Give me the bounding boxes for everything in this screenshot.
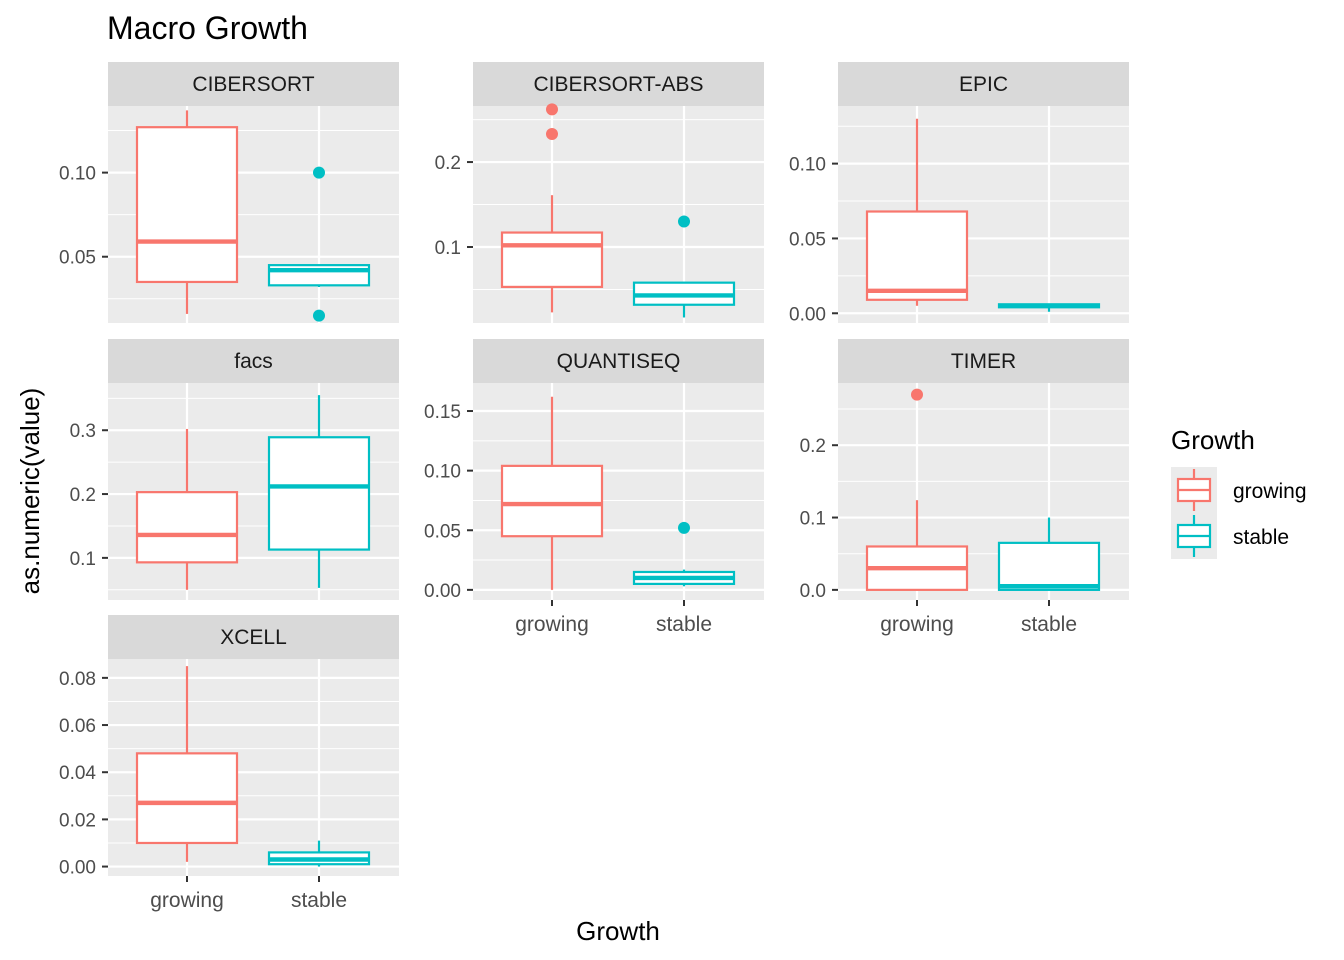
y-tick-label: 0.08 bbox=[59, 669, 96, 690]
facet-strip bbox=[473, 62, 764, 106]
outlier-point bbox=[678, 521, 690, 534]
legend-keys: growing stable bbox=[1171, 467, 1307, 559]
outlier-point bbox=[313, 166, 325, 179]
box-stable bbox=[997, 517, 1101, 591]
facet-xcell: XCELL 0.00 0.02 0.04 0.06 0.08 growing stable bbox=[59, 615, 399, 912]
outlier-point bbox=[546, 128, 558, 141]
facet-cibersort: CIBERSORT 0.05 0.10 bbox=[59, 62, 399, 323]
box-stable bbox=[267, 166, 371, 322]
legend-key-growing: growing bbox=[1171, 467, 1307, 513]
facet-epic: EPIC 0.00 0.05 0.10 bbox=[789, 62, 1129, 325]
legend-label: growing bbox=[1233, 480, 1307, 503]
box-growing bbox=[865, 388, 969, 591]
y-tick-label: 0.10 bbox=[789, 155, 826, 176]
facet-strip bbox=[838, 339, 1129, 383]
facet-facs: facs 0.1 0.2 0.3 bbox=[70, 339, 399, 600]
facet-strip-label: CIBERSORT bbox=[192, 73, 314, 96]
box-body bbox=[500, 231, 604, 289]
outlier-point bbox=[313, 309, 325, 322]
facet-strip bbox=[473, 339, 764, 383]
box-growing bbox=[865, 118, 969, 306]
y-tick-label: 0.2 bbox=[70, 485, 96, 506]
outlier-point bbox=[546, 103, 558, 116]
box-body bbox=[135, 126, 239, 284]
box-body bbox=[997, 541, 1101, 591]
y-tick-label: 0.1 bbox=[435, 238, 461, 259]
facet-strip-label: CIBERSORT-ABS bbox=[534, 73, 704, 96]
x-tick-label: growing bbox=[880, 613, 954, 636]
box-stable bbox=[632, 215, 736, 318]
facet-strip-label: QUANTISEQ bbox=[557, 350, 681, 373]
x-tick-label: growing bbox=[150, 889, 224, 912]
y-tick-label: 0.00 bbox=[789, 304, 826, 325]
y-tick-label: 0.15 bbox=[424, 402, 461, 423]
facet-timer: TIMER 0.0 0.1 0.2 growing stable bbox=[800, 339, 1129, 636]
box-growing bbox=[500, 103, 604, 313]
y-tick-label: 0.2 bbox=[435, 153, 461, 174]
box-body bbox=[135, 491, 239, 564]
y-tick-label: 0.02 bbox=[59, 810, 96, 831]
facet-strip bbox=[108, 615, 399, 659]
x-tick-label: stable bbox=[1021, 613, 1077, 636]
box-growing bbox=[135, 666, 239, 862]
facet-strip bbox=[838, 62, 1129, 106]
y-tick-label: 0.10 bbox=[59, 164, 96, 185]
y-tick-label: 0.0 bbox=[800, 581, 826, 602]
x-axis-title: Growth bbox=[576, 916, 660, 946]
facet-strip-label: facs bbox=[234, 350, 273, 373]
box-stable bbox=[267, 840, 371, 867]
facet-quantiseq: QUANTISEQ 0.00 0.05 0.10 0.15 growing stable bbox=[424, 339, 764, 636]
box-body bbox=[267, 436, 371, 551]
outlier-point bbox=[911, 388, 923, 401]
legend-key-stable: stable bbox=[1171, 513, 1289, 559]
facet-panels: CIBERSORT 0.05 0.10 CIBERSORT-ABS 0.1 0.2 EPIC… bbox=[59, 62, 1129, 912]
facet-strip-label: XCELL bbox=[220, 626, 287, 649]
facet-strip bbox=[108, 62, 399, 106]
y-tick-label: 0.1 bbox=[800, 509, 826, 530]
y-tick-label: 0.1 bbox=[70, 549, 96, 570]
box-growing bbox=[500, 396, 604, 590]
x-tick-label: stable bbox=[291, 889, 347, 912]
box-body bbox=[865, 210, 969, 301]
x-tick-label: growing bbox=[515, 613, 589, 636]
legend-label: stable bbox=[1233, 526, 1289, 549]
outlier-point bbox=[678, 215, 690, 228]
y-tick-label: 0.05 bbox=[424, 521, 461, 542]
facet-strip-label: EPIC bbox=[959, 73, 1008, 96]
y-tick-label: 0.06 bbox=[59, 716, 96, 737]
chart-title: Macro Growth bbox=[107, 10, 308, 46]
facet-strip bbox=[108, 339, 399, 383]
y-tick-label: 0.10 bbox=[424, 462, 461, 483]
box-growing bbox=[135, 428, 239, 590]
legend: Growth growing stable bbox=[1171, 425, 1307, 559]
y-tick-label: 0.04 bbox=[59, 763, 96, 784]
box-growing bbox=[135, 110, 239, 314]
box-stable bbox=[997, 303, 1101, 312]
y-tick-label: 0.00 bbox=[424, 581, 461, 602]
facet-strip-label: TIMER bbox=[951, 350, 1016, 373]
facet-cibersort-abs: CIBERSORT-ABS 0.1 0.2 bbox=[435, 62, 764, 323]
y-axis-title: as.numeric(value) bbox=[15, 388, 45, 595]
y-tick-label: 0.00 bbox=[59, 858, 96, 879]
box-stable bbox=[267, 395, 371, 588]
y-tick-label: 0.2 bbox=[800, 436, 826, 457]
y-tick-label: 0.05 bbox=[59, 248, 96, 269]
legend-title: Growth bbox=[1171, 425, 1255, 455]
box-body bbox=[500, 464, 604, 538]
box-stable bbox=[632, 521, 736, 587]
x-tick-label: stable bbox=[656, 613, 712, 636]
y-tick-label: 0.05 bbox=[789, 229, 826, 250]
y-tick-label: 0.3 bbox=[70, 421, 96, 442]
box-body bbox=[135, 752, 239, 845]
